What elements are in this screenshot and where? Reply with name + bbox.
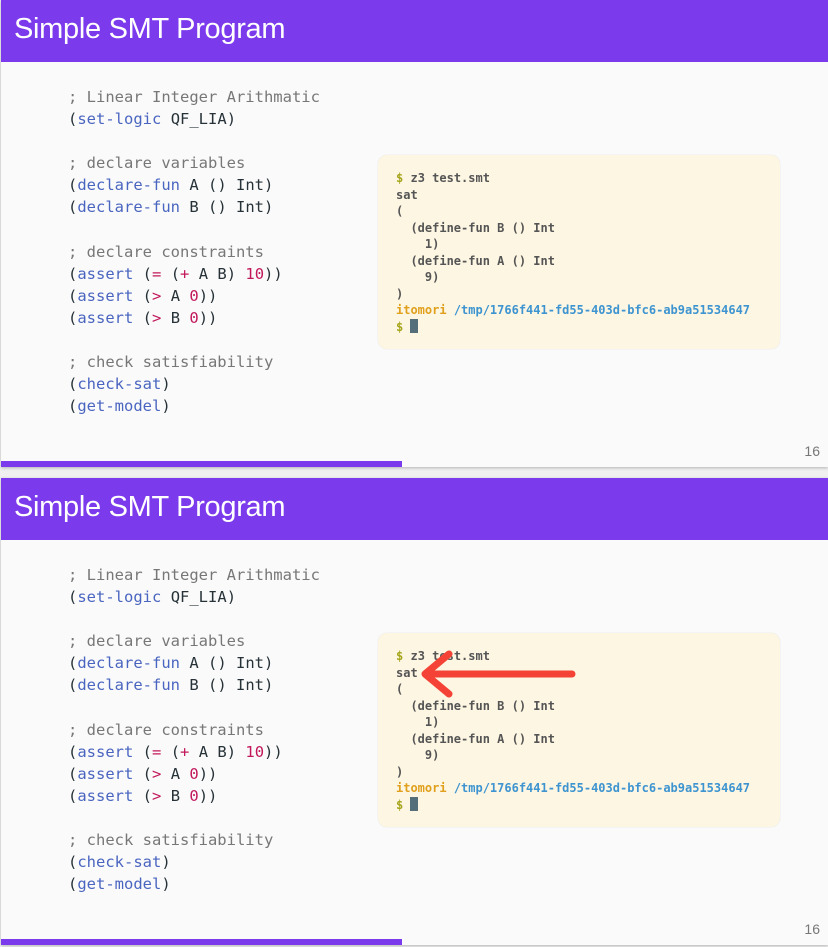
code-comment: ; check satisfiability xyxy=(68,353,274,372)
code-keyword: assert xyxy=(77,308,134,327)
terminal-command: z3 test.smt xyxy=(410,171,490,185)
progress-bar xyxy=(1,939,403,945)
code-comment: ; check satisfiability xyxy=(68,831,274,850)
code-keyword: declare-fun xyxy=(77,654,180,673)
code-keyword: check-sat xyxy=(77,853,162,872)
code-keyword: declare-fun xyxy=(77,676,180,695)
progress-bar xyxy=(1,461,403,467)
code-keyword: get-model xyxy=(77,397,162,416)
code-keyword: check-sat xyxy=(77,375,162,394)
output-line: (define-fun A () Int xyxy=(396,731,555,746)
code-keyword: get-model xyxy=(77,875,162,894)
red-arrow-annotation xyxy=(421,650,576,698)
code-keyword: assert xyxy=(77,764,134,783)
page-number: 16 xyxy=(804,443,820,459)
smt-code-block: ; Linear Integer Arithmatic (set-logic Q… xyxy=(68,88,320,416)
terminal-output: $ z3 test.smt sat ( (define-fun B () Int… xyxy=(378,633,780,827)
output-line: ( xyxy=(396,204,404,218)
output-line: (define-fun A () Int xyxy=(396,253,555,268)
code-comment: ; declare constraints xyxy=(68,242,264,261)
code-keyword: set-logic xyxy=(77,588,162,607)
slide-title: Simple SMT Program xyxy=(14,13,286,45)
output-line: ) xyxy=(396,764,404,779)
output-line: ) xyxy=(396,286,404,301)
output-line: 9) xyxy=(396,748,440,762)
output-line: ( xyxy=(396,682,404,696)
prompt-path: /tmp/1766f441-fd55-403d-bfc6-ab9a5153464… xyxy=(453,303,751,317)
smt-code-block: ; Linear Integer Arithmatic (set-logic Q… xyxy=(68,566,320,894)
code-logic: QF_LIA xyxy=(170,588,227,607)
slide: Simple SMT Program ; Linear Integer Arit… xyxy=(1,478,828,945)
arrow-icon xyxy=(421,650,576,698)
code-keyword: set-logic xyxy=(77,110,162,129)
prompt-symbol: $ xyxy=(396,797,404,812)
output-line: (define-fun B () Int xyxy=(396,698,555,713)
output-line: (define-fun B () Int xyxy=(396,220,555,235)
code-comment: ; Linear Integer Arithmatic xyxy=(68,88,320,106)
page-number: 16 xyxy=(804,921,820,937)
code-keyword: declare-fun xyxy=(77,176,180,195)
prompt-symbol: $ xyxy=(396,171,404,185)
code-keyword: assert xyxy=(77,286,134,305)
output-line: sat xyxy=(396,665,418,680)
code-comment: ; declare variables xyxy=(68,632,246,651)
prompt-symbol: $ xyxy=(396,319,404,334)
output-line: 1) xyxy=(396,715,440,729)
code-keyword: assert xyxy=(77,742,134,761)
slide-title: Simple SMT Program xyxy=(14,491,286,523)
slide: Simple SMT Program ; Linear Integer Arit… xyxy=(1,0,828,467)
code-logic: QF_LIA xyxy=(170,110,227,129)
code-comment: ; declare constraints xyxy=(68,720,264,739)
code-keyword: declare-fun xyxy=(77,198,180,217)
prompt-user: itomori xyxy=(396,781,447,795)
prompt-user: itomori xyxy=(396,303,447,317)
code-keyword: assert xyxy=(77,264,134,283)
prompt-path: /tmp/1766f441-fd55-403d-bfc6-ab9a5153464… xyxy=(453,781,751,795)
output-line: 9) xyxy=(396,270,440,284)
cursor-block xyxy=(410,796,419,811)
output-line: sat xyxy=(396,187,418,202)
prompt-symbol: $ xyxy=(396,649,404,663)
cursor-block xyxy=(410,318,419,333)
code-keyword: assert xyxy=(77,786,134,805)
code-comment: ; declare variables xyxy=(68,154,246,173)
output-line: 1) xyxy=(396,237,440,251)
slide-header: Simple SMT Program xyxy=(1,0,828,62)
terminal-output: $ z3 test.smt sat ( (define-fun B () Int… xyxy=(378,155,780,349)
code-comment: ; Linear Integer Arithmatic xyxy=(68,566,320,584)
slide-header: Simple SMT Program xyxy=(1,478,828,540)
